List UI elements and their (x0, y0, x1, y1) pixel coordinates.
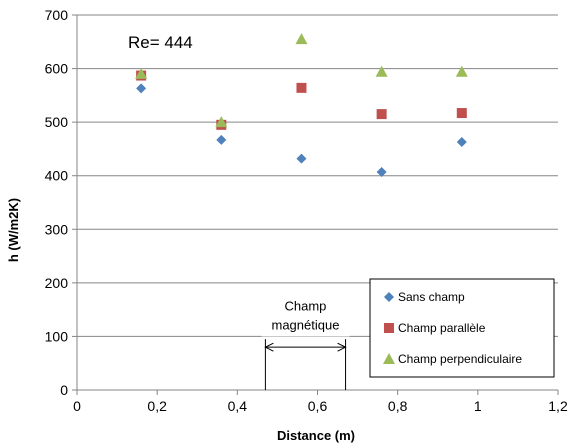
x-tick-label: 0,8 (388, 398, 408, 414)
y-tick-label: 300 (45, 221, 69, 237)
data-points (135, 33, 468, 177)
x-tick-label: 0 (73, 398, 81, 414)
magnetic-field-zone: Champ magnétique (261, 298, 350, 390)
legend-diamond-marker (384, 292, 394, 302)
x-tick-labels: 0 0,2 0,4 0,6 0,8 1 1,2 (73, 390, 568, 414)
magnetic-field-zone-label-bg (261, 298, 350, 337)
legend-triangle-marker (383, 353, 395, 364)
y-tick-label: 700 (45, 7, 69, 23)
y-tick-label: 0 (60, 382, 68, 398)
magnetic-field-label-line1: Champ (285, 299, 327, 314)
square-point (376, 109, 387, 120)
y-tick-label: 600 (45, 61, 69, 77)
square-point (296, 82, 307, 93)
triangle-point (135, 67, 148, 79)
legend-box (369, 278, 555, 378)
y-tick-label: 400 (45, 168, 69, 184)
legend-label: Champ parallèle (398, 321, 486, 335)
y-tick-label: 200 (45, 275, 69, 291)
x-tick-label: 0,2 (147, 398, 167, 414)
legend-label: Sans champ (398, 290, 465, 304)
triangle-point (215, 116, 228, 128)
zone-arrowhead-left (264, 342, 274, 352)
x-tick-label: 1,2 (548, 398, 568, 414)
gridlines (77, 14, 558, 337)
y-tick-label: 100 (45, 328, 69, 344)
diamond-point (216, 134, 227, 145)
magnetic-field-label-line2: magnétique (271, 317, 339, 332)
y-tick-labels: 0 100 200 300 400 500 600 700 (45, 7, 77, 398)
legend-label: Champ perpendiculaire (398, 352, 522, 366)
square-point (456, 108, 467, 119)
legend: Sans champ Champ parallèle Champ perpendic… (369, 278, 555, 378)
triangle-point (455, 65, 468, 77)
diamond-point (136, 83, 147, 94)
x-tick-label: 0,6 (308, 398, 328, 414)
y-axis-title: h (W/m2K) (6, 198, 21, 262)
triangle-point (375, 65, 388, 77)
x-tick-label: 1 (474, 398, 482, 414)
diamond-point (376, 166, 387, 177)
x-axis-title: Distance (m) (277, 428, 355, 443)
diamond-point (296, 153, 307, 164)
x-tick-label: 0,4 (228, 398, 248, 414)
triangle-point (295, 33, 308, 45)
diamond-point (456, 136, 467, 147)
y-tick-label: 500 (45, 114, 69, 130)
legend-square-marker (384, 323, 394, 333)
zone-arrowhead-right (337, 342, 347, 352)
reynolds-annotation: Re= 444 (128, 33, 193, 52)
